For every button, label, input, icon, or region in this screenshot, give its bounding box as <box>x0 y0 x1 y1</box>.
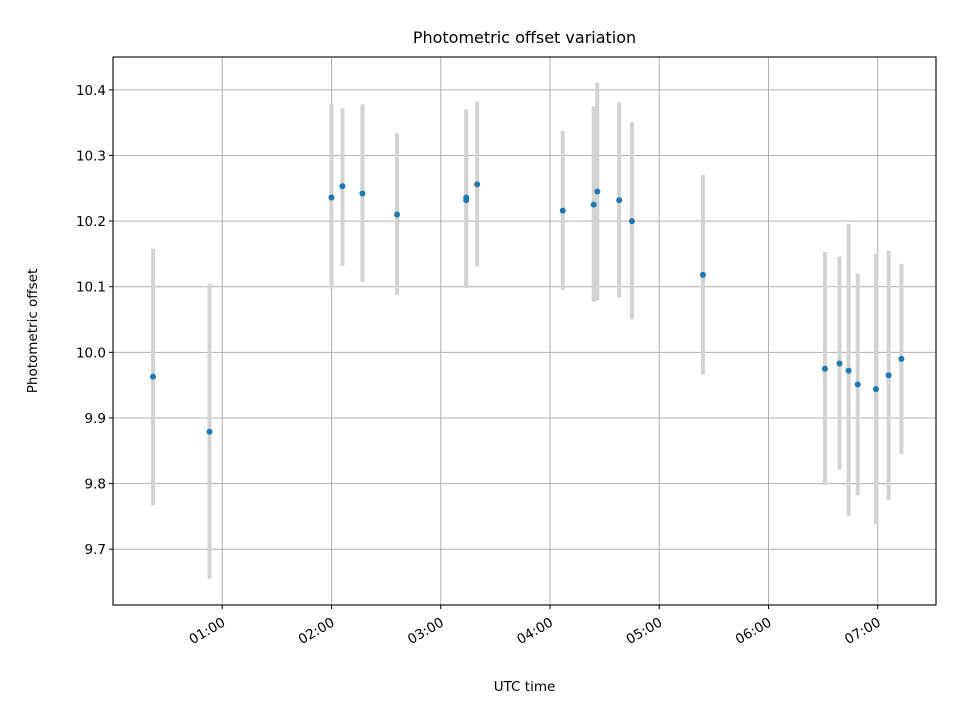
grid-layer <box>113 57 936 605</box>
data-point <box>898 355 905 362</box>
x-tick-label: 06:00 <box>733 615 775 648</box>
data-point <box>590 201 597 208</box>
x-tick-label: 02:00 <box>296 615 338 648</box>
y-tick-label: 9.9 <box>85 411 106 427</box>
data-point <box>872 386 879 393</box>
y-tick-label: 9.8 <box>85 477 106 493</box>
x-tick-label: 04:00 <box>514 615 556 648</box>
x-tick-layer: 01:00 02:00 03:00 04:00 05:00 06:00 07:00 <box>187 605 884 648</box>
data-point <box>463 194 470 201</box>
data-point <box>845 367 852 374</box>
x-tick-label: 01:00 <box>187 615 229 648</box>
data-point <box>699 271 706 278</box>
data-point <box>328 194 335 201</box>
y-tick-label: 10.3 <box>76 148 106 164</box>
data-point-layer <box>150 181 905 435</box>
data-point <box>559 207 566 214</box>
data-point <box>854 381 861 388</box>
y-tick-label: 10.0 <box>76 345 106 361</box>
data-point <box>339 183 346 190</box>
data-point <box>628 218 635 225</box>
y-axis-label: Photometric offset <box>25 269 41 393</box>
data-point <box>394 211 401 218</box>
data-point <box>474 181 481 188</box>
plot-frame <box>112 56 937 606</box>
data-point <box>150 373 157 380</box>
data-point <box>206 428 213 435</box>
x-tick-label: 05:00 <box>624 615 666 648</box>
x-tick-label: 07:00 <box>842 615 884 648</box>
data-point <box>594 188 601 195</box>
data-point <box>616 197 623 204</box>
x-axis-label: UTC time <box>494 679 556 695</box>
chart-title: Photometric offset variation <box>413 28 636 47</box>
x-tick-label: 03:00 <box>405 615 447 648</box>
y-tick-label: 10.2 <box>76 214 106 230</box>
data-point <box>836 360 843 367</box>
error-bar-layer <box>151 82 904 579</box>
y-tick-layer: 9.7 9.8 9.9 10.0 10.1 10.2 10.3 10.4 <box>76 83 113 558</box>
y-tick-label: 10.1 <box>76 280 106 296</box>
data-point <box>359 190 366 197</box>
y-tick-label: 10.4 <box>76 83 106 99</box>
y-tick-label: 9.7 <box>85 542 106 558</box>
data-point <box>885 372 892 379</box>
data-point <box>821 365 828 372</box>
